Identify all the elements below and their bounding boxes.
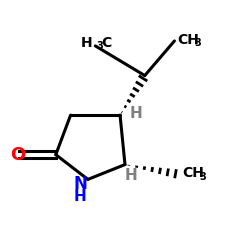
Text: H: H bbox=[130, 106, 142, 122]
Text: 3: 3 bbox=[195, 38, 202, 48]
Text: O: O bbox=[10, 146, 25, 164]
Text: 3: 3 bbox=[96, 42, 103, 51]
Text: CH: CH bbox=[182, 166, 204, 180]
Text: N: N bbox=[74, 175, 88, 193]
Text: H: H bbox=[125, 168, 138, 183]
Text: H: H bbox=[74, 189, 87, 204]
Text: CH: CH bbox=[177, 33, 199, 47]
Text: C: C bbox=[102, 36, 112, 51]
Text: 3: 3 bbox=[200, 172, 206, 182]
Text: H: H bbox=[81, 36, 93, 51]
